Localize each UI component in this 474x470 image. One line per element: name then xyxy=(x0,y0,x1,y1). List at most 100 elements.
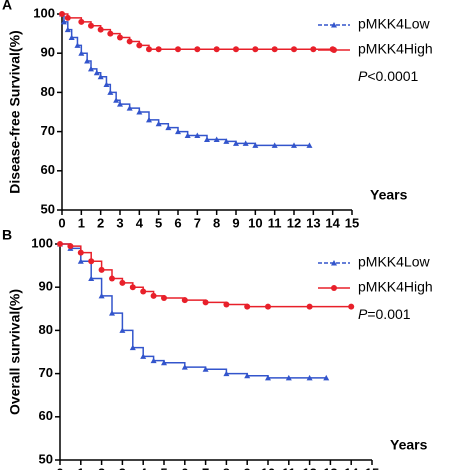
censor-marker xyxy=(223,138,230,144)
p-label: P xyxy=(358,306,368,322)
y-axis-label: Overall survival(%) xyxy=(7,289,23,415)
censor-marker xyxy=(184,132,191,139)
survival-curve xyxy=(60,243,327,379)
x-tick-label: 5 xyxy=(160,465,167,470)
censor-marker xyxy=(323,374,330,381)
censor-marker xyxy=(109,275,115,282)
x-tick-label: 7 xyxy=(194,215,201,230)
censor-marker xyxy=(98,292,105,299)
censor-marker xyxy=(291,46,297,53)
x-tick-label: 13 xyxy=(306,215,320,230)
x-tick-label: 1 xyxy=(77,465,84,470)
censor-marker xyxy=(331,22,337,28)
censor-marker xyxy=(113,97,120,103)
censor-marker xyxy=(204,136,210,142)
censor-marker xyxy=(59,11,65,17)
x-tick-label: 15 xyxy=(365,465,379,470)
censor-marker xyxy=(165,124,172,131)
y-tick-label: 80 xyxy=(39,322,53,337)
p-value: P<0.0001 xyxy=(358,68,419,84)
x-tick-label: 1 xyxy=(78,215,85,230)
censor-marker xyxy=(78,18,85,25)
censor-marker xyxy=(181,297,188,304)
censor-marker xyxy=(93,69,100,76)
y-axis-label: Disease-free Survival(%) xyxy=(7,30,23,193)
censor-marker xyxy=(126,38,133,45)
censor-marker xyxy=(129,284,136,291)
censor-marker xyxy=(107,30,114,37)
x-tick-label: 2 xyxy=(97,215,104,230)
censor-marker xyxy=(74,42,81,48)
censor-marker xyxy=(136,42,143,49)
censor-marker xyxy=(146,116,152,123)
censor-marker xyxy=(67,243,74,250)
panel-label: B xyxy=(2,227,12,243)
censor-marker xyxy=(88,65,94,72)
x-tick-label: 8 xyxy=(223,465,230,470)
censor-marker xyxy=(213,46,220,53)
y-tick-label: 60 xyxy=(41,162,55,177)
censor-marker xyxy=(223,301,230,308)
censor-marker xyxy=(136,109,143,115)
censor-marker xyxy=(126,105,133,111)
x-tick-label: 15 xyxy=(345,215,359,230)
x-tick-label: 13 xyxy=(323,465,337,470)
y-tick-label: 50 xyxy=(39,451,53,466)
censor-marker xyxy=(194,46,201,53)
x-tick-label: 4 xyxy=(136,215,144,230)
y-tick-label: 100 xyxy=(31,235,53,250)
survival-curve xyxy=(62,13,310,147)
censor-marker xyxy=(88,22,94,29)
censor-marker xyxy=(64,14,71,21)
censor-marker xyxy=(331,285,337,291)
censor-marker xyxy=(117,34,123,41)
x-axis-label: Years xyxy=(370,187,408,203)
censor-marker xyxy=(107,89,114,95)
x-tick-label: 4 xyxy=(140,465,148,470)
x-tick-label: 7 xyxy=(202,465,209,470)
y-tick-label: 70 xyxy=(39,365,53,380)
x-tick-label: 8 xyxy=(213,215,220,230)
censor-marker xyxy=(202,366,209,372)
y-tick-label: 90 xyxy=(41,45,55,60)
censor-marker xyxy=(306,303,313,310)
censor-marker xyxy=(109,310,115,316)
legend-label: pMKK4High xyxy=(358,41,433,57)
x-tick-label: 12 xyxy=(302,465,316,470)
x-tick-label: 0 xyxy=(58,215,65,230)
x-tick-label: 11 xyxy=(282,465,296,470)
censor-marker xyxy=(181,364,188,370)
censor-marker xyxy=(331,260,337,266)
censor-marker xyxy=(97,26,104,33)
censor-marker xyxy=(265,303,271,310)
censor-marker xyxy=(252,46,259,53)
x-tick-label: 9 xyxy=(232,215,239,230)
censor-marker xyxy=(77,258,84,264)
censor-marker xyxy=(155,120,162,127)
censor-marker xyxy=(57,241,63,247)
legend-label: pMKK4Low xyxy=(358,16,430,32)
p-label: P xyxy=(358,68,368,84)
censor-marker xyxy=(306,142,313,148)
censor-marker xyxy=(271,46,278,53)
x-tick-label: 12 xyxy=(287,215,301,230)
x-tick-label: 2 xyxy=(98,465,105,470)
y-tick-label: 80 xyxy=(41,84,55,99)
censor-marker xyxy=(140,353,147,359)
x-tick-label: 0 xyxy=(56,465,63,470)
x-tick-label: 6 xyxy=(174,215,181,230)
x-tick-label: 3 xyxy=(116,215,123,230)
censor-marker xyxy=(161,295,167,301)
censor-marker xyxy=(88,258,95,265)
censor-marker xyxy=(252,142,259,148)
censor-marker xyxy=(64,26,71,33)
x-tick-label: 6 xyxy=(181,465,188,470)
censor-marker xyxy=(291,142,297,148)
p-number: <0.0001 xyxy=(367,68,418,84)
censor-marker xyxy=(202,299,209,306)
x-tick-label: 9 xyxy=(244,465,251,470)
censor-marker xyxy=(306,374,313,381)
censor-marker xyxy=(150,292,157,299)
x-tick-label: 14 xyxy=(344,465,359,470)
censor-marker xyxy=(155,46,162,53)
